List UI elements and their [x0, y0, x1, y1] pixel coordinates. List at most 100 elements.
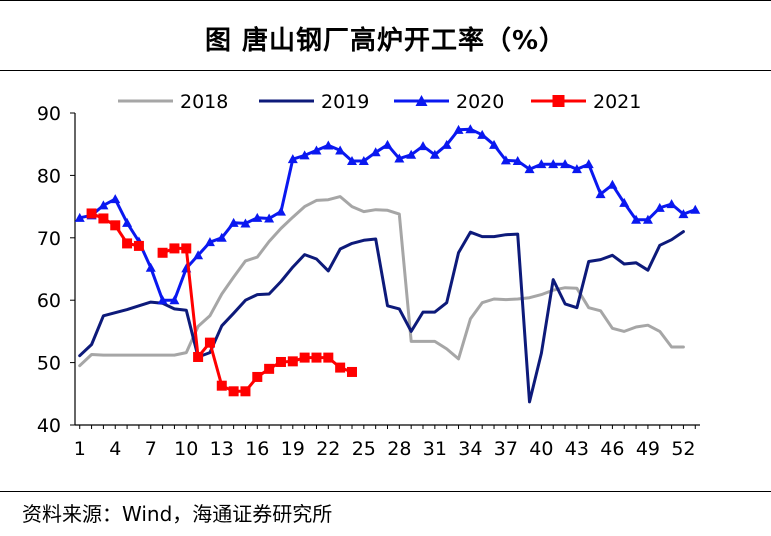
series-2020-point	[619, 197, 630, 207]
series-2020-point	[583, 159, 594, 169]
legend-item-2020: 2020	[394, 91, 504, 113]
legend-label: 2019	[321, 91, 369, 113]
x-tick-label: 16	[245, 438, 269, 460]
series-2020-point	[216, 232, 227, 242]
series-2020-point	[571, 164, 582, 174]
series-2020-point	[122, 217, 133, 227]
series-2020-point	[275, 206, 286, 216]
series-2020-point	[394, 153, 405, 163]
series-2020-point	[690, 204, 701, 214]
y-tick-label: 90	[37, 103, 61, 125]
series-2021-point	[252, 371, 263, 382]
legend-label: 2018	[180, 91, 228, 113]
series-2020-point	[406, 149, 417, 159]
series-2020-point	[110, 194, 121, 204]
x-tick-label: 34	[458, 438, 482, 460]
x-tick-label: 19	[281, 438, 305, 460]
x-tick-label: 10	[174, 438, 198, 460]
legend-label: 2021	[593, 91, 641, 113]
y-tick-label: 50	[37, 353, 61, 375]
series-2020-point	[678, 209, 689, 219]
x-tick-label: 28	[387, 438, 411, 460]
series-2020-point	[74, 212, 85, 222]
series-2020-point	[382, 139, 393, 149]
series-2020-point	[252, 212, 263, 222]
series-2021-point	[157, 247, 168, 258]
title-divider	[0, 70, 771, 71]
series-2021-point	[275, 356, 286, 367]
series-2020-point	[311, 145, 322, 155]
series-2021-point	[228, 386, 239, 397]
y-tick-label: 80	[37, 165, 61, 187]
series-2021-point	[98, 213, 109, 224]
series-2021-point	[287, 356, 298, 367]
source-note: 资料来源：Wind，海通证券研究所	[22, 502, 333, 526]
series-2020-point	[441, 139, 452, 149]
series-2020-point	[358, 156, 369, 166]
series-2020-point	[370, 147, 381, 157]
y-tick-label: 70	[37, 228, 61, 250]
series-2021-point	[122, 238, 133, 249]
series-2021-point	[133, 240, 144, 251]
legend-item-2019: 2019	[259, 91, 369, 113]
series-2020-point	[489, 139, 500, 149]
series-2020-point	[595, 189, 606, 199]
series-2020-point	[346, 156, 357, 166]
x-tick-label: 1	[74, 438, 86, 460]
x-tick-label: 25	[352, 438, 376, 460]
series-2020-point	[157, 295, 168, 305]
chart-axes: 40 50 60 70 80 90 1 4 7 10 13 16 19 22 25 28 31 34 37 40 43 4…	[37, 103, 700, 460]
x-tick-label: 22	[316, 438, 340, 460]
x-tick-label: 40	[529, 438, 553, 460]
x-tick-label: 7	[145, 438, 157, 460]
series-2020-point	[418, 141, 429, 151]
x-tick-label: 4	[109, 438, 121, 460]
series-2020-point	[228, 217, 239, 227]
series-2021-point	[346, 366, 357, 377]
series-2020-point	[429, 149, 440, 159]
series-2020-point	[264, 213, 275, 223]
series-2021-point	[311, 352, 322, 363]
x-tick-label: 49	[636, 438, 660, 460]
legend-item-2021: 2021	[531, 91, 641, 113]
series-2020-point	[240, 218, 251, 228]
source-divider	[0, 491, 771, 492]
series-2021-point	[264, 363, 275, 374]
x-tick-label: 52	[671, 438, 695, 460]
y-tick-label: 60	[37, 290, 61, 312]
series-2021-line	[161, 246, 354, 393]
series-2020-line	[78, 127, 697, 302]
series-2021-point	[335, 362, 346, 373]
series-2020-point	[666, 199, 677, 209]
x-tick-label: 46	[600, 438, 624, 460]
legend-marker	[552, 95, 565, 107]
series-2021-point	[323, 352, 334, 363]
series-2021-point	[110, 220, 121, 231]
series-2020-point	[193, 250, 204, 260]
series-2021	[86, 208, 357, 397]
chart-series-layer	[74, 124, 701, 404]
series-2020-point	[335, 145, 346, 155]
series-2021-point	[181, 243, 192, 254]
series-2020-point	[524, 164, 535, 174]
legend-marker	[415, 95, 428, 106]
series-2020-point	[204, 237, 215, 247]
series-2020-point	[145, 262, 156, 272]
top-rule	[0, 0, 771, 1]
chart-title-bar: 图 唐山钢厂高炉开工率（%）	[0, 14, 771, 62]
series-2020-point	[98, 200, 109, 210]
series-2020-point	[512, 156, 523, 166]
series-2019	[78, 230, 685, 404]
series-2020	[74, 124, 701, 305]
series-2020-point	[453, 124, 464, 134]
series-2021-point	[240, 386, 251, 397]
chart-legend: 2018 2019 2020 2021	[118, 91, 641, 113]
series-2018-line	[78, 195, 685, 368]
y-tick-label: 40	[37, 415, 61, 437]
chart-title: 图 唐山钢厂高炉开工率（%）	[204, 25, 567, 56]
legend-item-2018: 2018	[118, 91, 228, 113]
series-2021-point	[193, 351, 204, 362]
series-2020-point	[465, 124, 476, 134]
x-tick-label: 37	[494, 438, 518, 460]
series-2021-point	[86, 208, 97, 219]
